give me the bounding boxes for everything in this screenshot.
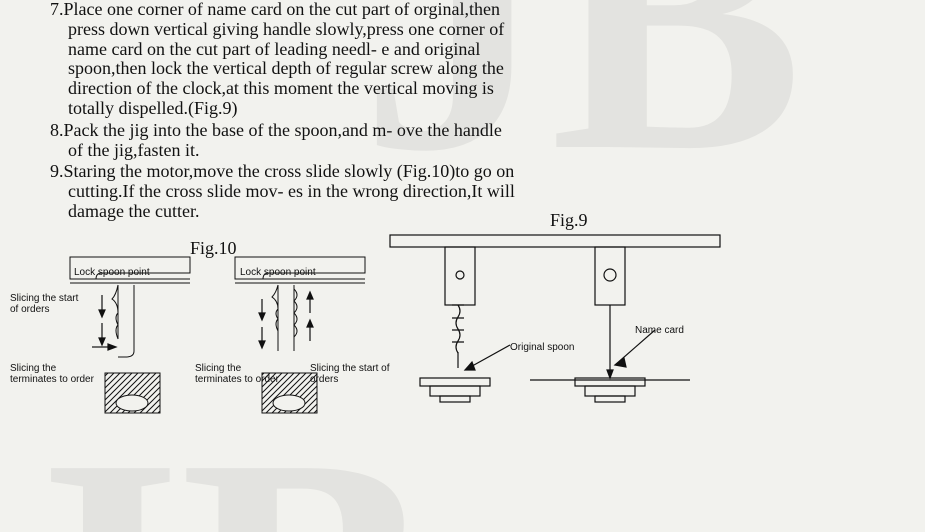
figure-10: Lock spoon point Lock spoon point Slicin… — [10, 255, 380, 435]
step-8: 8.Pack the jig into the base of the spoo… — [50, 121, 520, 161]
step-7-num: 7. — [50, 0, 64, 19]
step-9: 9.Staring the motor,move the cross slide… — [50, 162, 520, 221]
fig9-label: Fig.9 — [550, 210, 588, 231]
step-9-num: 9. — [50, 161, 64, 181]
figure-9: Original spoon Name card — [380, 230, 730, 430]
fig10-slicing-start-right: Slicing the start of orders — [310, 363, 390, 385]
instruction-text: 7.Place one corner of name card on the c… — [50, 0, 520, 224]
step-8-num: 8. — [50, 120, 64, 140]
step-7-text: Place one corner of name card on the cut… — [64, 0, 505, 118]
fig10-svg — [10, 255, 380, 435]
fig10-lock-spoon-right: Lock spoon point — [240, 267, 316, 278]
fig10-slicing-start-left: Slicing the start of orders — [10, 293, 80, 315]
fig10-slicing-term-left: Slicing the terminates to order — [10, 363, 100, 385]
step-8-text: Pack the jig into the base of the spoon,… — [64, 120, 502, 160]
step-9-text: Staring the motor,move the cross slide s… — [64, 161, 515, 221]
fig9-original-spoon-label: Original spoon — [510, 342, 574, 353]
manual-page: JB JB 7.Place one corner of name card on… — [0, 0, 925, 532]
fig9-name-card-label: Name card — [635, 325, 684, 336]
fig10-slicing-term-right: Slicing the terminates to order — [195, 363, 285, 385]
fig10-lock-spoon-left: Lock spoon point — [74, 267, 150, 278]
step-7: 7.Place one corner of name card on the c… — [50, 0, 520, 119]
